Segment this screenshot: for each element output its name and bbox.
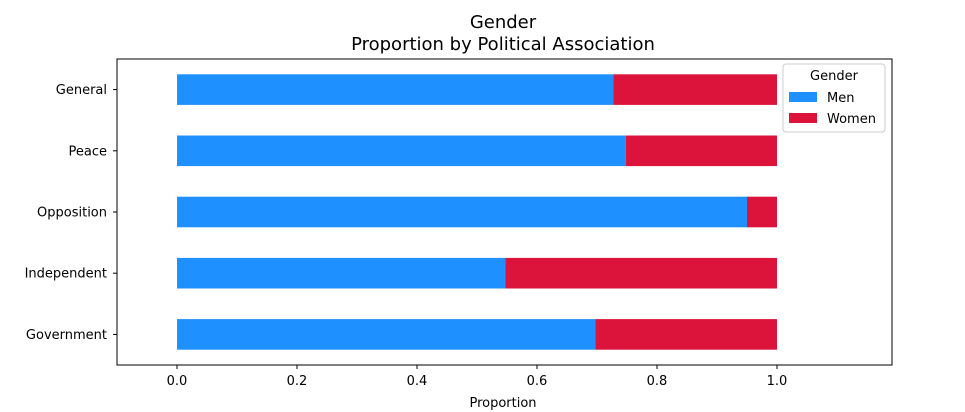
x-tick-label: 1.0 xyxy=(767,374,788,389)
y-tick-label: Government xyxy=(26,328,107,343)
y-tick-label: Peace xyxy=(69,144,108,159)
x-tick-label: 0.6 xyxy=(527,374,548,389)
x-tick-label: 0.4 xyxy=(407,374,428,389)
y-axis: General Peace Opposition Independent Governm… xyxy=(25,83,117,343)
bar-women-peace xyxy=(625,135,777,167)
legend-swatch-men xyxy=(789,92,817,102)
x-axis-label: Proportion xyxy=(469,396,536,411)
x-tick-label: 0.8 xyxy=(647,374,668,389)
bar-men-independent xyxy=(177,257,506,289)
chart-title: Gender xyxy=(470,12,537,33)
y-tick-label: Independent xyxy=(25,267,107,282)
bar-men-peace xyxy=(177,135,626,167)
bar-men-opposition xyxy=(177,196,747,228)
bar-women-government xyxy=(595,319,777,350)
legend-title: Gender xyxy=(810,69,859,84)
legend-swatch-women xyxy=(789,113,817,123)
bar-women-independent xyxy=(505,257,777,289)
chart-subtitle: Proportion by Political Association xyxy=(351,34,655,55)
legend: Gender Men Women xyxy=(782,63,886,133)
bar-men-general xyxy=(177,74,614,105)
x-tick-label: 0.2 xyxy=(287,374,308,389)
legend-label-men: Men xyxy=(827,91,854,106)
legend-label-women: Women xyxy=(827,112,876,127)
bar-women-opposition xyxy=(747,196,777,228)
y-tick-label: Opposition xyxy=(37,206,107,221)
bar-men-government xyxy=(177,319,596,350)
y-tick-label: General xyxy=(56,83,107,98)
bar-women-general xyxy=(613,74,777,105)
x-axis: 0.0 0.2 0.4 0.6 0.8 1.0 xyxy=(167,365,788,389)
bars-group xyxy=(177,74,777,350)
x-tick-label: 0.0 xyxy=(167,374,188,389)
